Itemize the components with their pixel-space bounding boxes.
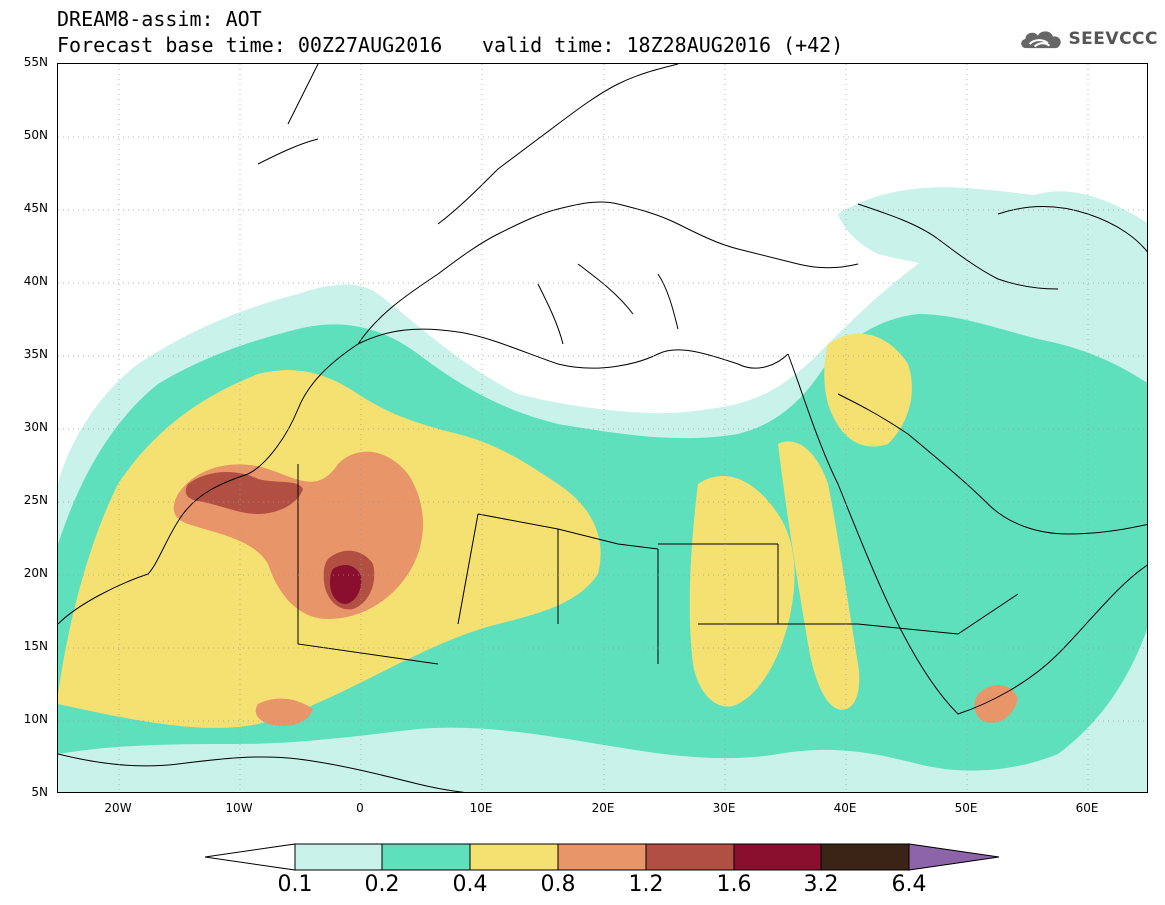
lat-label-50n: 50N xyxy=(23,128,48,142)
colorbar-bin-2 xyxy=(381,843,471,871)
lat-label-35n: 35N xyxy=(23,347,48,361)
lon-label-40e: 40E xyxy=(833,801,857,815)
aot-contour-0.4-arabia xyxy=(824,333,912,447)
colorbar-bin-7 xyxy=(820,843,910,871)
colorbar-label-0.8: 0.8 xyxy=(540,872,576,897)
colorbar-label-0.1: 0.1 xyxy=(277,872,313,897)
colorbar xyxy=(205,843,1000,871)
lat-label-30n: 30N xyxy=(23,420,48,434)
forecast-base-time: Forecast base time: 00Z27AUG2016 xyxy=(57,33,443,57)
colorbar-bin-3 xyxy=(469,843,559,871)
lon-label-20w: 20W xyxy=(104,801,132,815)
aot-contour-0.4-east xyxy=(689,475,795,707)
map-area[interactable] xyxy=(57,63,1148,793)
lon-label-20e: 20E xyxy=(591,801,615,815)
colorbar-label-0.2: 0.2 xyxy=(364,872,400,897)
lon-label-10w: 10W xyxy=(225,801,253,815)
map-title: DREAM8-assim: AOT xyxy=(57,7,262,31)
lat-label-20n: 20N xyxy=(23,566,48,580)
lat-label-15n: 15N xyxy=(23,639,48,653)
lon-label-30e: 30E xyxy=(712,801,736,815)
logo-text: SEEVCCC xyxy=(1068,29,1158,49)
colorbar-under-arrow xyxy=(205,843,296,871)
coastlines-borders xyxy=(58,64,1147,792)
lat-label-25n: 25N xyxy=(23,493,48,507)
gridlines xyxy=(58,64,1147,792)
aot-contour-0.1-caspian xyxy=(838,187,1147,324)
lat-label-55n: 55N xyxy=(23,55,48,69)
lon-label-0: 0 xyxy=(356,801,364,815)
colorbar-bin-5 xyxy=(645,843,735,871)
aot-contour-0.8-south xyxy=(255,698,313,726)
colorbar-label-0.4: 0.4 xyxy=(452,872,488,897)
aot-contour-1.2 xyxy=(185,472,303,514)
colorbar-label-6.4: 6.4 xyxy=(891,872,927,897)
seevccc-logo: SEEVCCC xyxy=(1018,24,1158,54)
lon-label-60e: 60E xyxy=(1075,801,1099,815)
colorbar-over-arrow xyxy=(908,843,1000,871)
aot-field xyxy=(58,187,1147,792)
colorbar-bin-6 xyxy=(733,843,822,871)
lat-label-40n: 40N xyxy=(23,274,48,288)
aot-contour-0.8-horn xyxy=(974,684,1018,723)
lon-label-10e: 10E xyxy=(469,801,493,815)
colorbar-bin-4 xyxy=(557,843,647,871)
colorbar-label-1.2: 1.2 xyxy=(628,872,664,897)
cloud-logo-icon xyxy=(1021,31,1061,49)
valid-time: valid time: 18Z28AUG2016 (+42) xyxy=(482,33,844,57)
lon-label-50e: 50E xyxy=(954,801,978,815)
colorbar-label-3.2: 3.2 xyxy=(803,872,839,897)
colorbar-label-1.6: 1.6 xyxy=(716,872,752,897)
lat-label-45n: 45N xyxy=(23,201,48,215)
lat-label-5n: 5N xyxy=(31,785,48,799)
lat-label-10n: 10N xyxy=(23,712,48,726)
colorbar-bin-1 xyxy=(294,843,383,871)
aot-contour-0.4-redsea xyxy=(778,441,860,710)
